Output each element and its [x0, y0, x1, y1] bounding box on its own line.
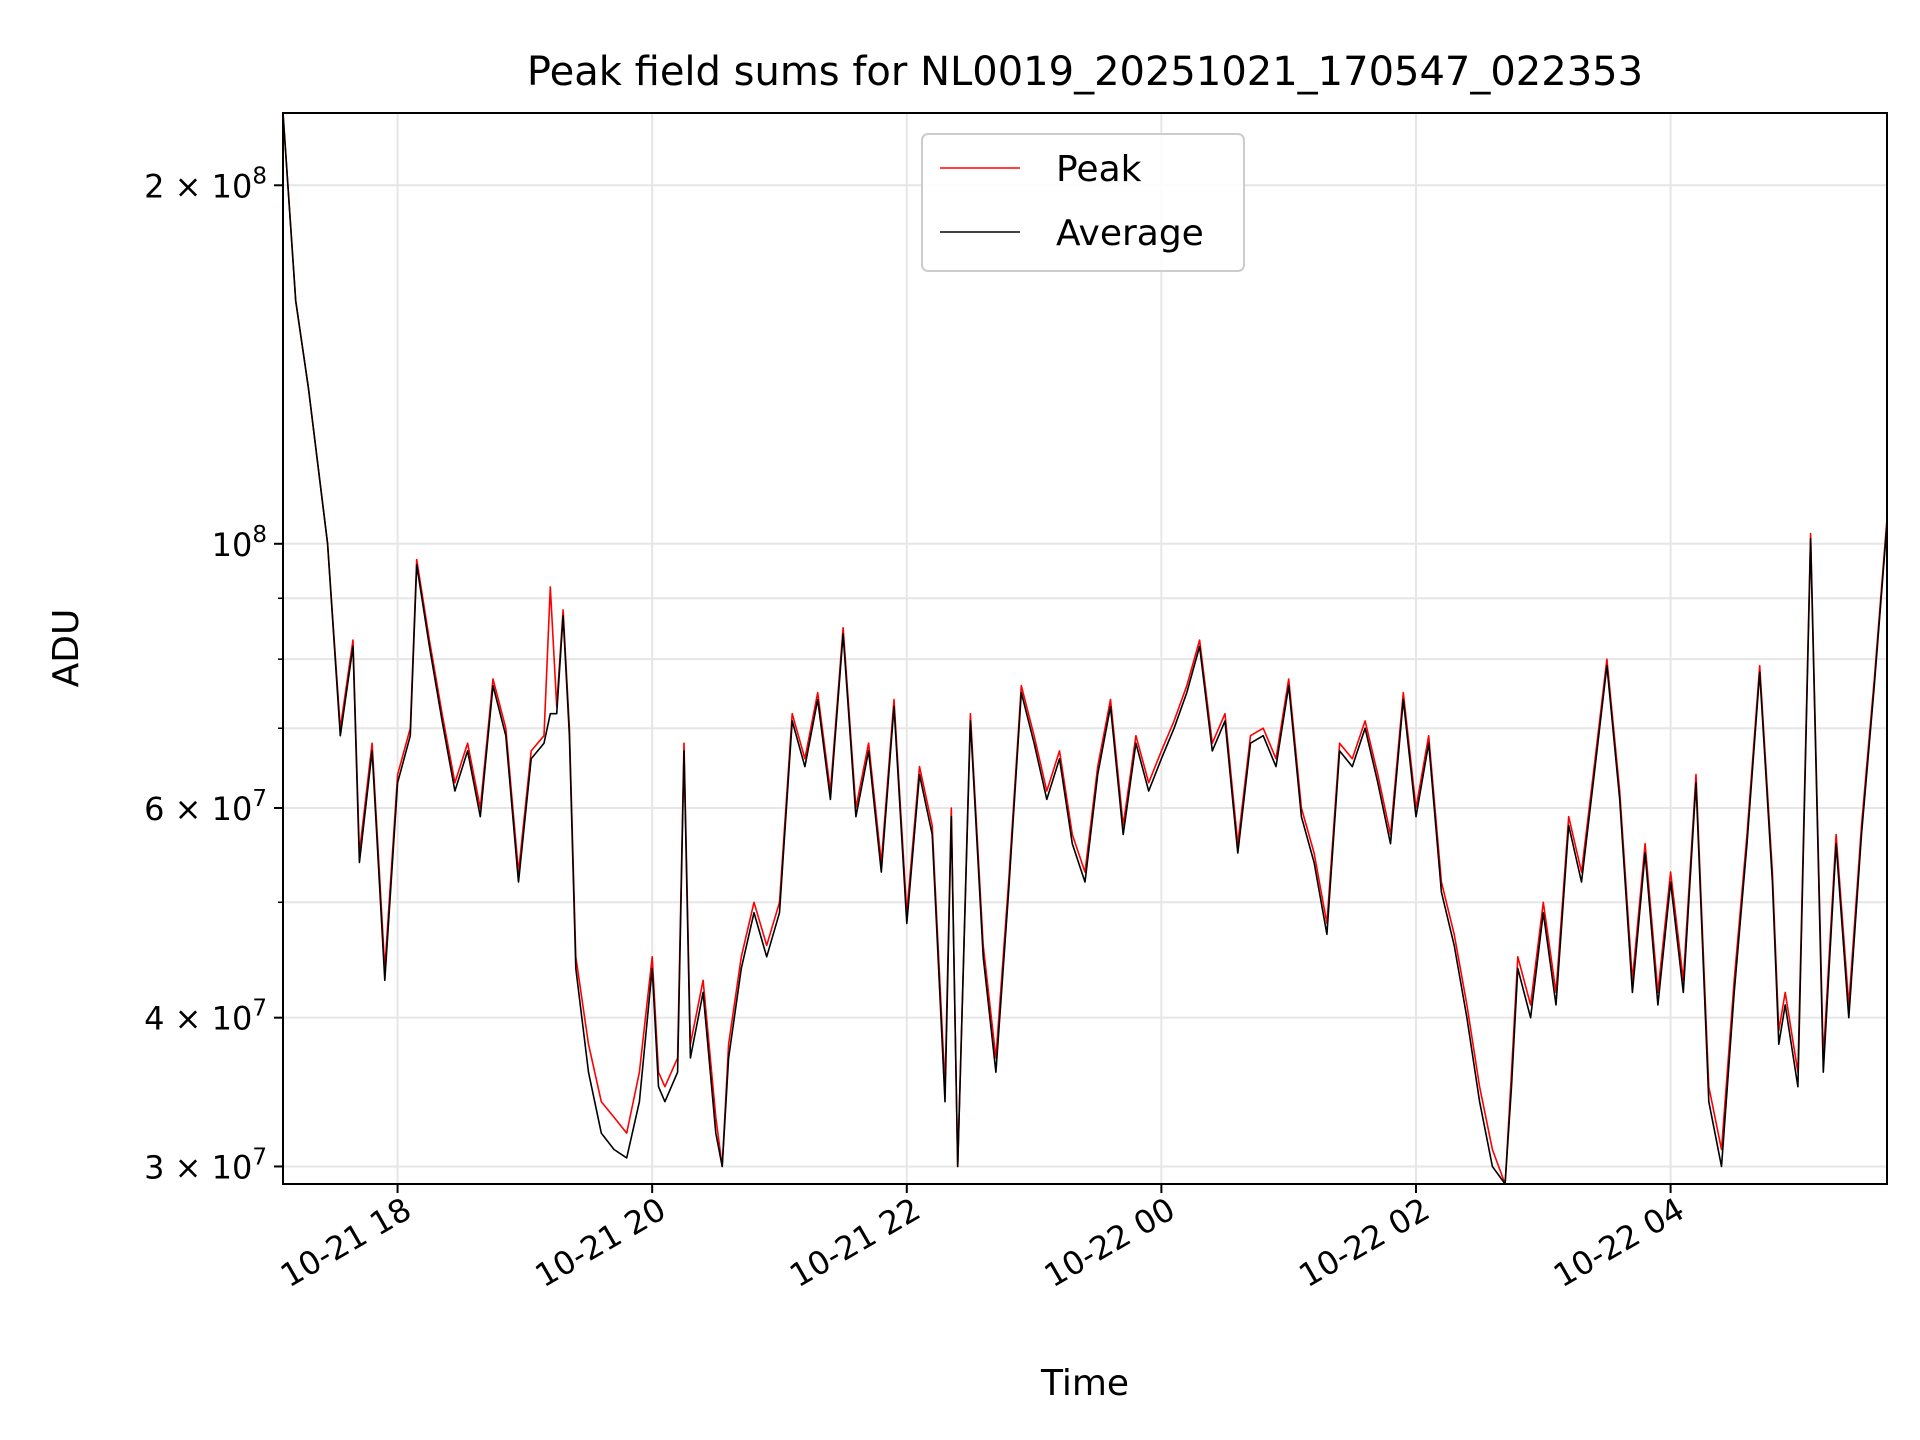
y-axis-label: ADU: [46, 609, 87, 688]
y-tick-label: 3 × 107: [144, 1144, 267, 1186]
y-tick-label-base: 3 × 10: [144, 1148, 252, 1186]
y-tick-label-base: 4 × 10: [144, 1000, 252, 1038]
series-line-average: [283, 113, 1887, 1184]
y-tick-label-exponent: 7: [252, 1144, 267, 1170]
y-tick-label: 4 × 107: [144, 996, 267, 1038]
y-tick-label-exponent: 8: [252, 522, 267, 548]
legend: Peak Average: [921, 133, 1245, 272]
y-tick-label-base: 10: [212, 526, 253, 564]
chart-title: Peak field sums for NL0019_20251021_1705…: [527, 49, 1643, 95]
x-axis-label: Time: [1040, 1363, 1129, 1404]
y-tick-label: 6 × 107: [144, 786, 267, 828]
y-tick-label-exponent: 7: [252, 786, 267, 812]
y-tick-label-base: 2 × 10: [144, 167, 252, 205]
y-tick-label: 108: [212, 522, 267, 564]
grid: [283, 113, 1887, 1184]
series-layer: [283, 113, 1887, 1184]
plot-frame: [282, 112, 1888, 1185]
y-tick-label-exponent: 8: [252, 163, 267, 189]
legend-label-average: Average: [1056, 213, 1204, 254]
y-tick-label: 2 × 108: [144, 163, 267, 205]
y-tick-label-base: 6 × 10: [144, 790, 252, 828]
y-tick-label-exponent: 7: [252, 996, 267, 1022]
legend-label-peak: Peak: [1056, 149, 1142, 190]
